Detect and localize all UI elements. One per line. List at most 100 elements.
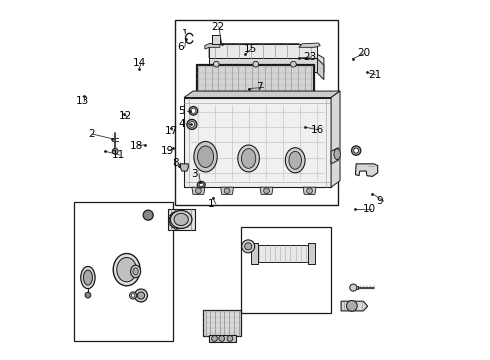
Circle shape: [242, 240, 255, 253]
Circle shape: [227, 336, 233, 341]
Circle shape: [264, 188, 270, 194]
Polygon shape: [203, 310, 242, 336]
Text: 14: 14: [133, 58, 147, 68]
Ellipse shape: [133, 268, 138, 275]
Text: 23: 23: [303, 52, 317, 62]
Text: 13: 13: [76, 96, 89, 106]
Circle shape: [189, 107, 197, 115]
Circle shape: [191, 108, 196, 113]
Circle shape: [346, 301, 357, 311]
Text: 15: 15: [244, 44, 257, 54]
Ellipse shape: [285, 148, 305, 173]
Circle shape: [137, 292, 145, 299]
Text: 12: 12: [119, 111, 132, 121]
Polygon shape: [209, 335, 236, 342]
Ellipse shape: [334, 149, 341, 159]
Polygon shape: [220, 187, 234, 194]
Ellipse shape: [194, 141, 217, 172]
Polygon shape: [205, 44, 220, 49]
Polygon shape: [331, 148, 338, 164]
Text: 1: 1: [208, 199, 215, 209]
Ellipse shape: [81, 266, 95, 289]
Circle shape: [85, 292, 91, 298]
Polygon shape: [209, 44, 317, 58]
Polygon shape: [355, 164, 378, 176]
Circle shape: [187, 120, 197, 130]
Circle shape: [185, 219, 187, 221]
Text: 16: 16: [311, 125, 324, 135]
Polygon shape: [341, 301, 368, 311]
Ellipse shape: [117, 257, 137, 282]
Polygon shape: [168, 209, 195, 230]
Polygon shape: [351, 286, 358, 289]
Circle shape: [245, 243, 252, 250]
Ellipse shape: [131, 265, 141, 278]
Polygon shape: [317, 58, 324, 80]
Circle shape: [182, 226, 184, 228]
Ellipse shape: [199, 183, 203, 186]
Polygon shape: [184, 91, 340, 98]
Polygon shape: [184, 98, 331, 187]
Polygon shape: [299, 43, 320, 47]
Circle shape: [174, 228, 177, 230]
Circle shape: [182, 212, 184, 215]
Text: 8: 8: [172, 158, 179, 168]
Polygon shape: [180, 164, 188, 171]
Ellipse shape: [242, 149, 256, 168]
Polygon shape: [256, 244, 310, 262]
Polygon shape: [212, 35, 220, 44]
Text: 3: 3: [191, 169, 198, 179]
Ellipse shape: [172, 215, 183, 226]
Ellipse shape: [83, 270, 93, 285]
Polygon shape: [145, 212, 151, 219]
Ellipse shape: [289, 151, 301, 169]
Polygon shape: [251, 243, 258, 264]
Circle shape: [212, 336, 218, 341]
Circle shape: [307, 188, 313, 194]
Circle shape: [219, 336, 224, 341]
Ellipse shape: [238, 145, 259, 172]
Polygon shape: [209, 58, 317, 72]
Polygon shape: [209, 44, 324, 72]
Circle shape: [224, 188, 230, 194]
Circle shape: [129, 292, 137, 299]
Text: 6: 6: [177, 42, 183, 52]
Circle shape: [196, 188, 201, 194]
Circle shape: [350, 284, 357, 291]
Text: 7: 7: [256, 82, 262, 93]
Circle shape: [169, 215, 171, 217]
Text: 5: 5: [179, 106, 185, 116]
Circle shape: [253, 61, 259, 67]
Circle shape: [185, 219, 187, 221]
Text: 17: 17: [164, 126, 177, 135]
Polygon shape: [260, 187, 273, 194]
Polygon shape: [331, 91, 340, 187]
Ellipse shape: [113, 253, 140, 286]
Text: 11: 11: [112, 150, 125, 160]
Ellipse shape: [197, 181, 205, 188]
Circle shape: [291, 61, 296, 67]
Ellipse shape: [174, 213, 188, 226]
Circle shape: [112, 148, 118, 154]
Polygon shape: [303, 187, 316, 194]
Circle shape: [143, 210, 153, 220]
Polygon shape: [196, 65, 313, 92]
Circle shape: [351, 146, 361, 155]
Text: 22: 22: [211, 22, 224, 32]
Text: 18: 18: [130, 140, 144, 150]
Text: 10: 10: [363, 204, 376, 215]
Text: 9: 9: [376, 196, 383, 206]
Text: 4: 4: [179, 119, 185, 129]
Circle shape: [214, 61, 219, 67]
Circle shape: [189, 122, 195, 127]
Text: 20: 20: [357, 48, 370, 58]
Polygon shape: [192, 187, 205, 194]
Text: 19: 19: [161, 145, 174, 156]
Circle shape: [135, 289, 147, 302]
Ellipse shape: [169, 212, 186, 229]
Circle shape: [174, 211, 177, 213]
Circle shape: [131, 294, 135, 297]
Circle shape: [354, 148, 359, 153]
Text: 21: 21: [368, 70, 381, 80]
Ellipse shape: [197, 146, 214, 167]
